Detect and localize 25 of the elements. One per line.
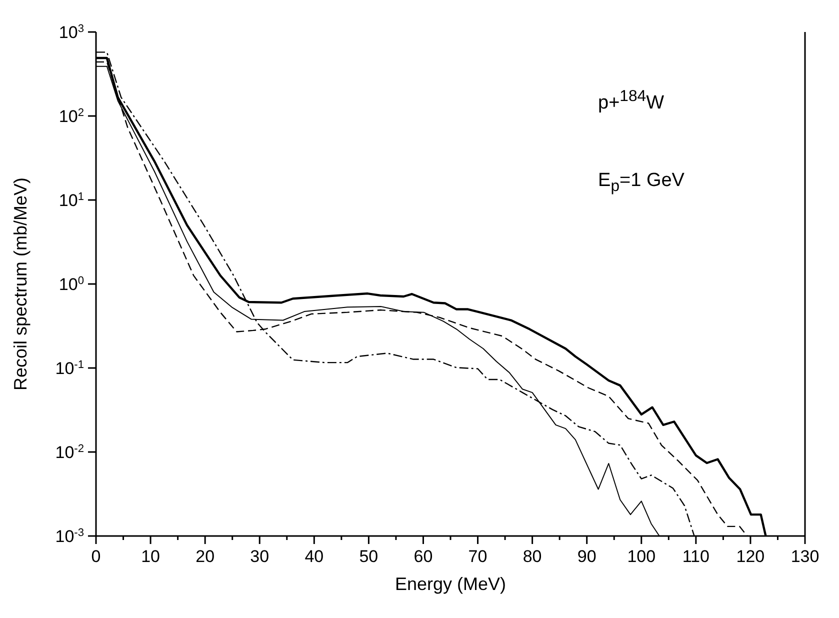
annotation: E$_{p}$=1 GeV <box>598 170 684 196</box>
y-tick-label: 10$^{3}$ <box>58 23 84 42</box>
annotation: p+$^{184}$W <box>598 88 664 114</box>
y-tick-label: 10$^{-3}$ <box>55 527 84 546</box>
x-tick-label: 130 <box>790 547 820 566</box>
x-tick-label: 10 <box>141 547 160 566</box>
x-tick-label: 20 <box>196 547 215 566</box>
x-tick-label: 0 <box>91 547 101 566</box>
y-tick-label: 10$^{1}$ <box>58 191 84 210</box>
y-tick-label: 10$^{2}$ <box>58 107 84 126</box>
x-tick-label: 30 <box>250 547 270 566</box>
x-tick-label: 120 <box>736 547 765 566</box>
y-tick-label: 10$^{0}$ <box>58 275 84 294</box>
x-tick-label: 70 <box>468 547 488 566</box>
y-axis-title: Recoil spectrum (mb/MeV) <box>10 177 30 391</box>
x-tick-label: 50 <box>359 547 378 566</box>
x-tick-label: 60 <box>414 547 433 566</box>
x-tick-label: 90 <box>577 547 596 566</box>
y-tick-label: 10$^{-1}$ <box>55 359 84 378</box>
x-tick-label: 100 <box>627 547 656 566</box>
x-axis-title: Energy (MeV) <box>394 574 506 594</box>
x-tick-label: 40 <box>304 547 324 566</box>
x-tick-label: 80 <box>522 547 542 566</box>
x-tick-label: 110 <box>682 547 710 566</box>
y-tick-label: 10$^{-2}$ <box>55 443 84 462</box>
